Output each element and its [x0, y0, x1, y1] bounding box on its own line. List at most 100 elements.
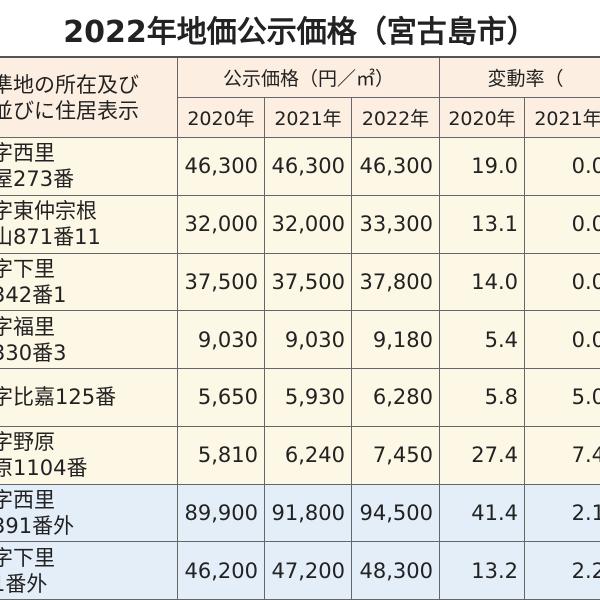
year-header: 2020年: [440, 98, 525, 138]
price-text: 47,200: [271, 558, 345, 583]
price-cell: 46,300: [265, 138, 352, 196]
change-header: 変動率（: [440, 58, 600, 98]
location-text: 字野原: [0, 430, 55, 455]
header-text: 2022年: [361, 108, 430, 130]
location-text: 字下里: [0, 545, 55, 570]
price-cell: 5,810: [178, 426, 265, 485]
price-cell: 37,500: [265, 253, 352, 312]
price-cell: 32,000: [178, 195, 265, 254]
change-text: 5.8: [484, 385, 518, 410]
change-cell: 0.0: [525, 253, 600, 312]
price-cell: 89,900: [178, 484, 265, 543]
change-cell: 13.1: [440, 195, 525, 254]
price-cell: 37,800: [352, 253, 440, 312]
price-cell: 9,180: [352, 311, 440, 369]
price-text: 46,200: [184, 558, 258, 583]
table-border: [0, 56, 600, 58]
price-text: 6,280: [372, 385, 433, 410]
price-cell: 5,930: [265, 369, 352, 427]
change-text: 7.4: [571, 443, 600, 468]
year-header: 2021年: [265, 98, 352, 138]
change-cell: 5.4: [440, 311, 525, 369]
location-text: 1番外: [0, 571, 48, 596]
change-text: 41.4: [471, 500, 518, 525]
header-text: 2020年: [187, 108, 255, 130]
header-text: 変動率（: [487, 68, 564, 90]
price-text: 33,300: [359, 212, 433, 237]
change-text: 5.0: [571, 385, 600, 410]
header-text: 2020年: [448, 108, 516, 130]
change-text: 13.2: [471, 558, 518, 583]
price-text: 5,810: [197, 443, 258, 468]
change-cell: 14.0: [440, 253, 525, 312]
price-header: 公示価格（円／㎡）: [178, 58, 440, 98]
price-cell: 48,300: [352, 542, 440, 600]
change-text: 0.0: [571, 269, 600, 294]
change-cell: 2.2: [525, 542, 600, 600]
change-cell: 13.2: [440, 542, 525, 600]
price-cell: 94,500: [352, 484, 440, 543]
price-text: 9,180: [372, 327, 433, 352]
price-cell: 6,240: [265, 426, 352, 485]
change-cell: 27.4: [440, 426, 525, 485]
price-cell: 9,030: [265, 311, 352, 369]
change-cell: 2.1: [525, 484, 600, 543]
price-cell: 46,300: [352, 138, 440, 196]
location-header: 準地の所在及び 並びに住居表示: [0, 58, 178, 138]
price-text: 9,030: [197, 327, 258, 352]
change-text: 13.1: [471, 212, 518, 237]
header-text: 2021年: [534, 108, 600, 130]
price-cell: 6,280: [352, 369, 440, 427]
price-text: 46,300: [271, 154, 345, 179]
header-text: 2021年: [274, 108, 342, 130]
location-cell: 字下里342番1: [0, 253, 178, 312]
price-text: 5,930: [284, 385, 345, 410]
price-cell: 91,800: [265, 484, 352, 543]
price-cell: 47,200: [265, 542, 352, 600]
change-text: 0.0: [571, 327, 600, 352]
location-text: 330番3: [0, 340, 67, 365]
price-text: 48,300: [359, 558, 433, 583]
location-text: 字下里: [0, 256, 55, 281]
header-text: 準地の所在及び: [0, 72, 139, 97]
header-text: 並びに住居表示: [0, 98, 139, 123]
price-text: 5,650: [197, 385, 258, 410]
change-text: 2.2: [571, 558, 600, 583]
location-text: 391番外: [0, 513, 75, 538]
change-text: 2.1: [571, 500, 600, 525]
location-cell: 字福里330番3: [0, 311, 178, 369]
price-text: 37,500: [184, 269, 258, 294]
price-cell: 46,300: [178, 138, 265, 196]
location-text: 原1104番: [0, 456, 88, 481]
title: 2022年地価公示価格（宮古島市）: [63, 15, 537, 50]
price-text: 32,000: [184, 212, 258, 237]
year-header: 2020年: [178, 98, 265, 138]
price-cell: 33,300: [352, 195, 440, 254]
price-text: 6,240: [284, 443, 345, 468]
change-text: 27.4: [471, 443, 518, 468]
price-cell: 46,200: [178, 542, 265, 600]
location-text: 字比嘉125番: [0, 385, 117, 410]
price-text: 37,800: [359, 269, 433, 294]
price-text: 94,500: [359, 500, 433, 525]
location-cell: 字比嘉125番: [0, 369, 178, 427]
price-text: 46,300: [359, 154, 433, 179]
price-cell: 32,000: [265, 195, 352, 254]
year-header: 2021年: [525, 98, 600, 138]
change-text: 19.0: [471, 154, 518, 179]
change-text: 14.0: [471, 269, 518, 294]
price-cell: 5,650: [178, 369, 265, 427]
location-cell: 字西里391番外: [0, 484, 178, 543]
year-header: 2022年: [352, 98, 440, 138]
price-text: 32,000: [271, 212, 345, 237]
change-cell: 19.0: [440, 138, 525, 196]
price-cell: 7,450: [352, 426, 440, 485]
location-cell: 字東仲宗根 山871番11: [0, 195, 178, 254]
header-text: 公示価格（円／㎡）: [222, 68, 394, 90]
price-text: 9,030: [284, 327, 345, 352]
change-cell: 41.4: [440, 484, 525, 543]
location-text: 屋273番: [0, 167, 75, 192]
change-text: 0.0: [571, 212, 600, 237]
location-text: 342番1: [0, 282, 67, 307]
